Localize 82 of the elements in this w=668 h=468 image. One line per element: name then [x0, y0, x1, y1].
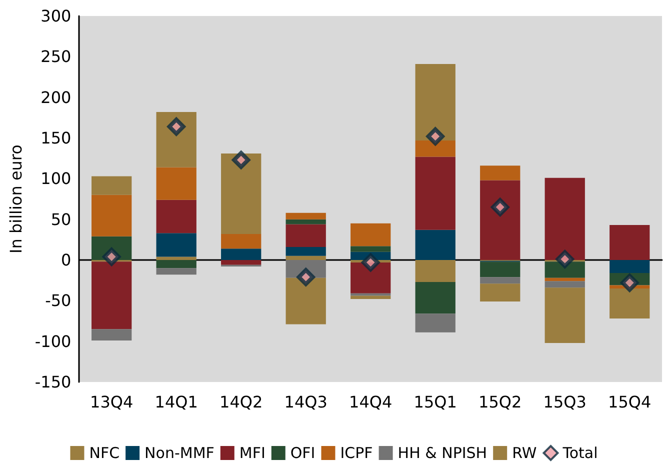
bar [156, 268, 196, 275]
bar [415, 64, 456, 140]
point [362, 253, 380, 272]
bar [156, 233, 196, 257]
bar [156, 260, 196, 268]
bar [221, 153, 262, 234]
bar [544, 288, 585, 343]
legend-label: NFC [89, 444, 120, 462]
legend-label: Total [562, 444, 598, 462]
bar [544, 281, 585, 288]
bar [610, 260, 650, 274]
bar [415, 314, 456, 332]
bar [480, 277, 520, 284]
point [620, 274, 639, 292]
point [426, 127, 444, 146]
bar [286, 219, 326, 224]
point [296, 268, 315, 286]
legend-label: OFI [290, 444, 316, 462]
bar [156, 167, 196, 200]
bar [480, 166, 520, 180]
bar [156, 200, 196, 234]
legend-label: MFI [239, 444, 266, 462]
x-tick-label: 14Q3 [284, 392, 328, 412]
bar [286, 256, 326, 260]
bar [286, 246, 326, 256]
bar [92, 176, 132, 195]
bar [415, 282, 456, 314]
y-tick-label: -50 [45, 291, 72, 310]
bar [544, 262, 585, 278]
x-tick-label: 14Q2 [220, 392, 263, 412]
legend-label: RW [512, 444, 537, 462]
x-tick-label: 15Q1 [414, 392, 457, 412]
y-tick-label: -150 [34, 372, 72, 392]
point [167, 118, 186, 136]
bar [480, 284, 520, 302]
bar [350, 293, 391, 296]
x-tick-label: 13Q4 [90, 392, 134, 412]
y-tick-label: 300 [40, 6, 72, 26]
bar [415, 230, 456, 260]
bar [350, 223, 391, 246]
bar [221, 234, 262, 249]
bar [156, 256, 196, 260]
y-tick-label: 50 [50, 210, 72, 229]
x-tick-label: 14Q4 [349, 392, 392, 412]
y-tick-label: 100 [40, 169, 72, 188]
bar [221, 260, 262, 265]
bar [286, 212, 326, 220]
x-tick-label: 14Q1 [154, 392, 198, 412]
x-tick-label: 15Q4 [608, 392, 652, 412]
bar [286, 224, 326, 247]
x-tick-label: 15Q3 [543, 392, 586, 412]
point [232, 150, 250, 169]
legend-label: ICPF [340, 444, 373, 462]
bar [92, 262, 132, 330]
bar [221, 248, 262, 260]
bar [286, 278, 326, 324]
y-tick-label: -100 [34, 332, 72, 351]
bar [415, 140, 456, 157]
point [556, 250, 574, 268]
y-tick-label: 0 [61, 250, 72, 270]
bar [544, 278, 585, 282]
x-tick-label: 15Q2 [478, 392, 522, 412]
bar [350, 246, 391, 252]
bar [350, 296, 391, 300]
point [491, 198, 510, 216]
bar [415, 156, 456, 230]
y-tick-label: 200 [40, 88, 72, 107]
legend-label: Non-MMF [144, 444, 214, 462]
bar [92, 329, 132, 341]
bar [480, 180, 520, 260]
y-axis-title: In billion euro [6, 144, 26, 254]
bar [92, 194, 132, 236]
y-tick-label: 150 [40, 128, 72, 148]
bar [156, 112, 196, 168]
y-tick-label: 250 [40, 47, 72, 66]
bar [350, 262, 391, 294]
bar [415, 260, 456, 282]
bar [610, 288, 650, 319]
bar [480, 262, 520, 278]
bar [544, 178, 585, 260]
bar [610, 225, 650, 260]
legend-label: HH & NPISH [398, 444, 488, 462]
